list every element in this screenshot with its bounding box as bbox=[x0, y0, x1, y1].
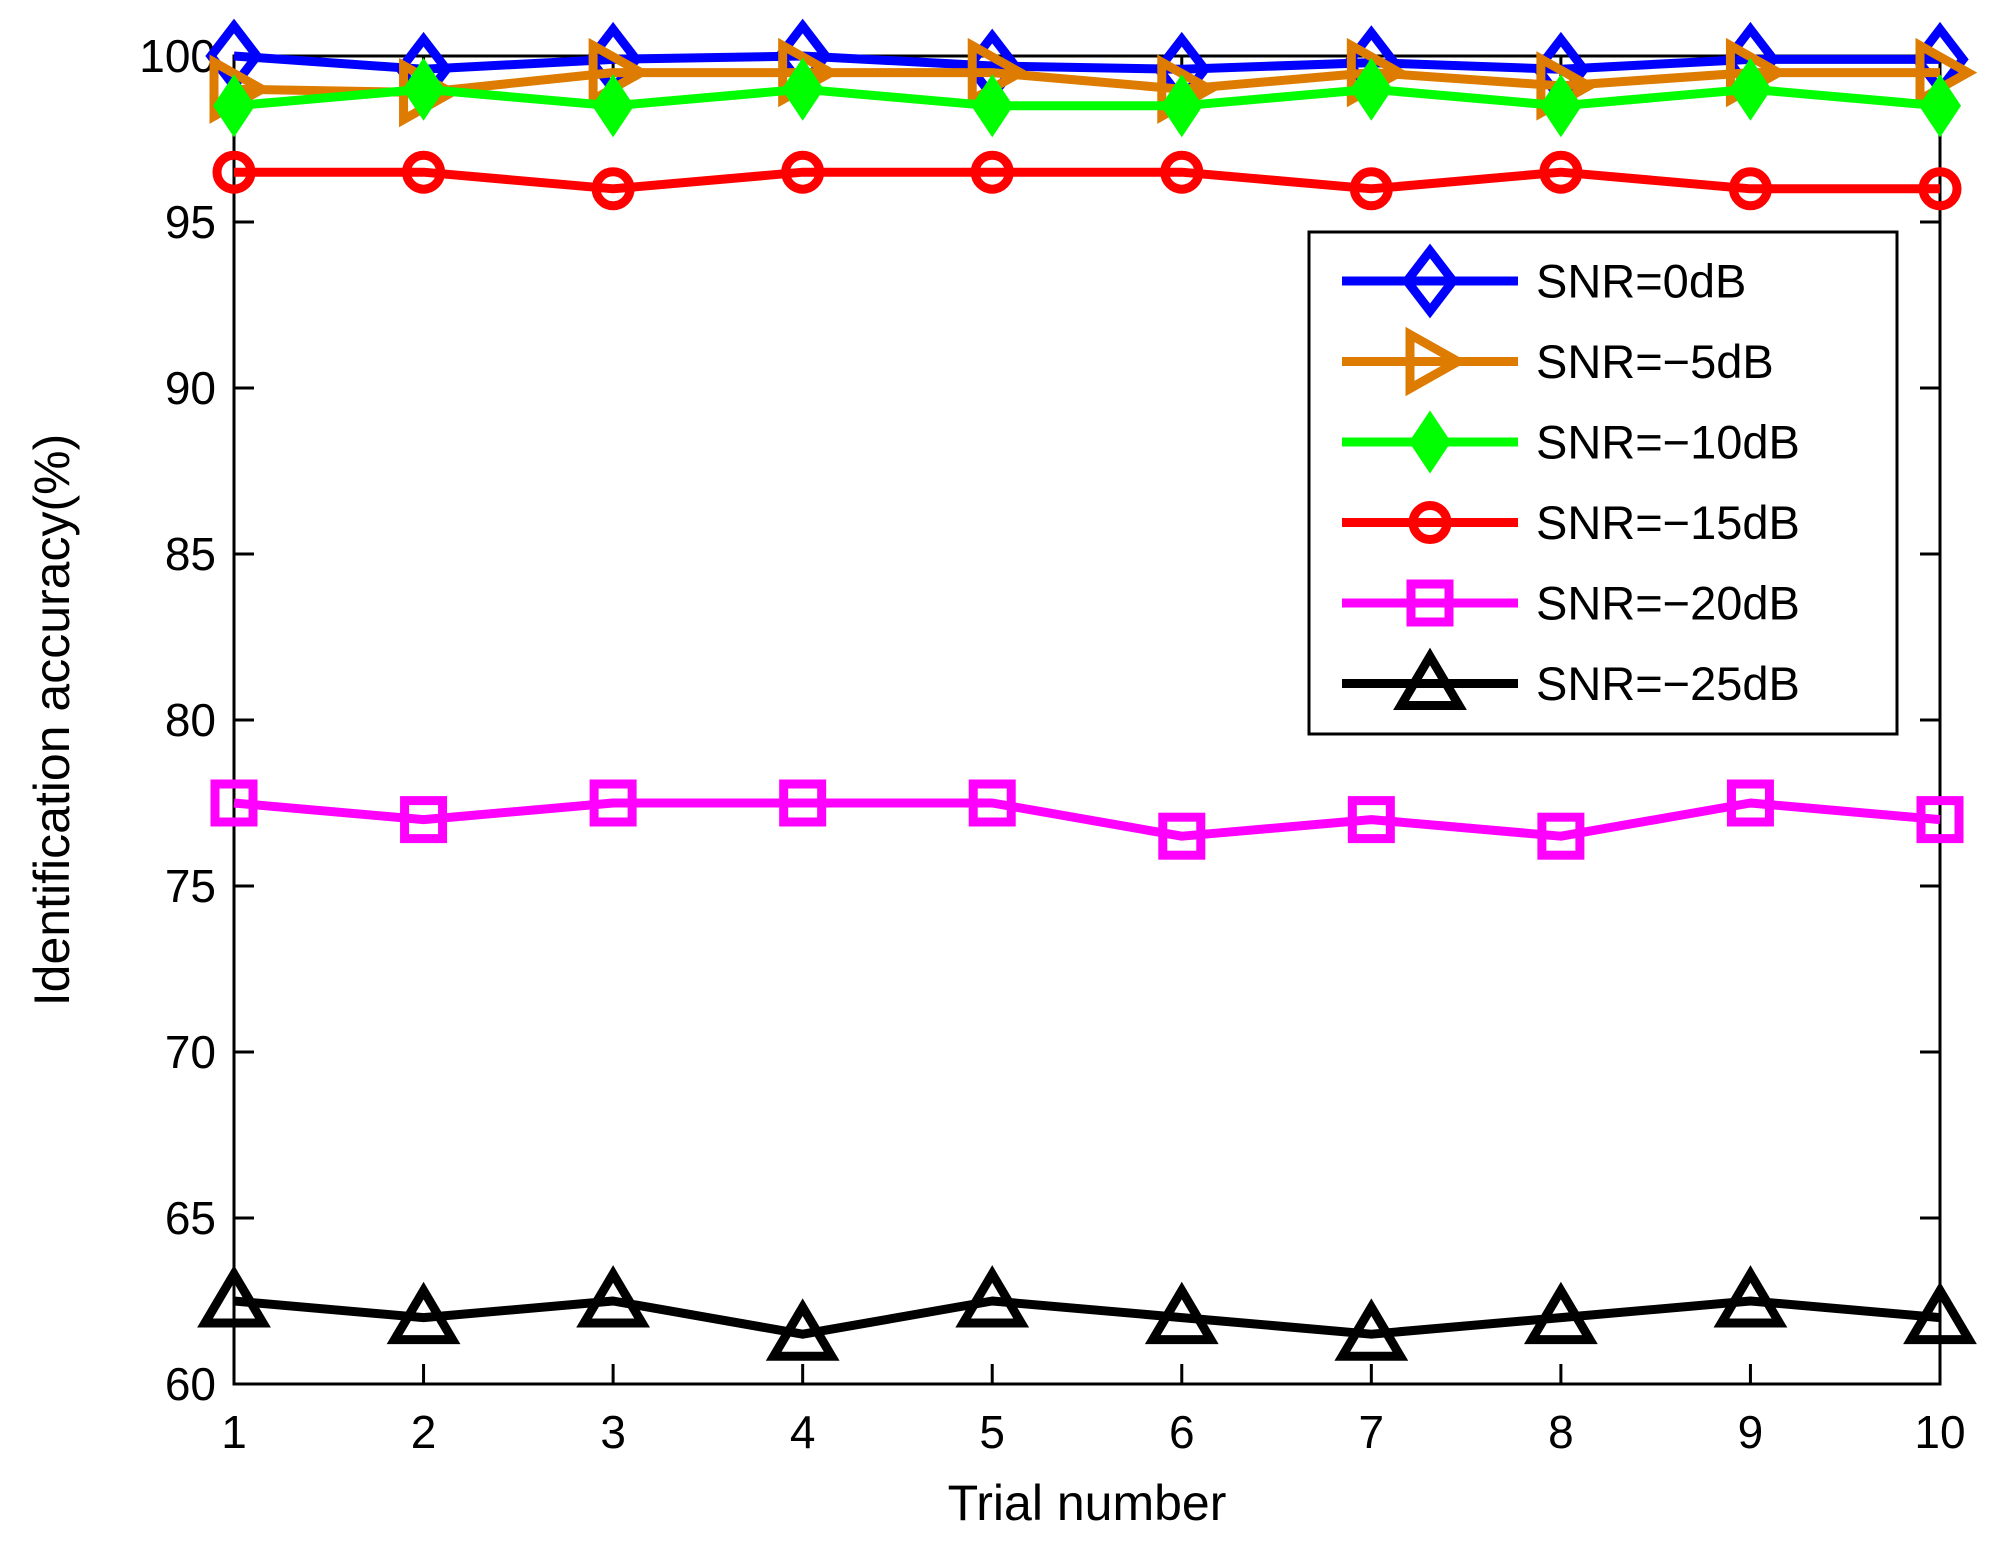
series-marker-SNR=−15dB bbox=[591, 167, 635, 211]
legend-marker-SNR=−5dB bbox=[1405, 326, 1468, 397]
y-tick-label: 100 bbox=[139, 30, 216, 82]
series-marker-SNR=−20dB bbox=[1158, 812, 1206, 860]
y-tick-label: 85 bbox=[165, 528, 216, 580]
y-tick-label: 65 bbox=[165, 1192, 216, 1244]
series-marker-SNR=−15dB bbox=[1918, 167, 1962, 211]
series-marker-SNR=−10dB bbox=[1350, 57, 1393, 121]
series-marker-SNR=−10dB bbox=[971, 74, 1014, 138]
x-tick-label: 5 bbox=[979, 1406, 1005, 1458]
series-marker-SNR=−20dB bbox=[1537, 812, 1585, 860]
series-line-SNR=−5dB bbox=[233, 68, 1940, 98]
series-marker-SNR=−15dB bbox=[1728, 167, 1772, 211]
series-marker-SNR=−20dB bbox=[210, 779, 258, 827]
legend-label: SNR=−15dB bbox=[1536, 496, 1800, 549]
series-marker-SNR=−25dB bbox=[1903, 1281, 1977, 1345]
series-marker-SNR=−25dB bbox=[386, 1281, 461, 1345]
x-tick-label: 10 bbox=[1914, 1406, 1965, 1458]
series-marker-SNR=−10dB bbox=[592, 74, 635, 138]
legend-marker-SNR=−10dB bbox=[1408, 410, 1452, 474]
y-tick-label: 90 bbox=[165, 362, 216, 414]
series-line-SNR=0dB bbox=[233, 51, 1940, 74]
y-tick-label: 75 bbox=[165, 860, 216, 912]
series-marker-SNR=−25dB bbox=[1523, 1281, 1598, 1345]
series-marker-SNR=−20dB bbox=[1726, 779, 1774, 827]
series-marker-SNR=−20dB bbox=[1916, 796, 1964, 844]
legend-label: SNR=−10dB bbox=[1536, 416, 1800, 469]
series-line-SNR=−25dB bbox=[233, 1296, 1941, 1339]
y-tick-label: 95 bbox=[165, 196, 216, 248]
legend-label: SNR=−5dB bbox=[1536, 335, 1774, 388]
legend-label: SNR=0dB bbox=[1536, 255, 1746, 308]
series-marker-SNR=−20dB bbox=[1347, 796, 1395, 844]
x-tick-label: 8 bbox=[1548, 1406, 1574, 1458]
series-line-SNR=−20dB bbox=[233, 798, 1941, 841]
series-marker-SNR=−20dB bbox=[968, 779, 1016, 827]
series-marker-SNR=−15dB bbox=[781, 150, 825, 194]
series-marker-SNR=−10dB bbox=[1539, 74, 1582, 138]
legend-box bbox=[1307, 230, 1899, 736]
series-marker-SNR=−15dB bbox=[212, 150, 256, 194]
series-marker-SNR=−10dB bbox=[1918, 74, 1962, 138]
series-marker-SNR=−20dB bbox=[779, 779, 827, 827]
series-marker-SNR=−25dB bbox=[765, 1298, 840, 1361]
x-tick-label: 4 bbox=[790, 1406, 816, 1458]
y-tick-label: 80 bbox=[165, 694, 216, 746]
series-marker-SNR=−10dB bbox=[1729, 57, 1772, 121]
series-marker-SNR=−20dB bbox=[400, 796, 448, 844]
series-marker-SNR=−25dB bbox=[197, 1265, 271, 1328]
series-line-SNR=−10dB bbox=[233, 84, 1941, 111]
x-axis-title: Trial number bbox=[947, 1475, 1227, 1531]
legend-marker-SNR=0dB bbox=[1401, 243, 1459, 319]
series-marker-SNR=−25dB bbox=[1334, 1298, 1409, 1361]
series-marker-SNR=−15dB bbox=[970, 150, 1014, 194]
y-tick-label: 70 bbox=[165, 1026, 216, 1078]
series-marker-SNR=−20dB bbox=[589, 779, 637, 827]
legend-label: SNR=−25dB bbox=[1536, 657, 1800, 710]
legend-label: SNR=−20dB bbox=[1536, 577, 1800, 630]
series-marker-SNR=−10dB bbox=[212, 74, 256, 138]
series-marker-SNR=−10dB bbox=[781, 57, 824, 121]
series-marker-SNR=−15dB bbox=[402, 150, 446, 194]
legend-marker-SNR=−25dB bbox=[1393, 647, 1467, 710]
series-marker-SNR=−15dB bbox=[1349, 167, 1393, 211]
legend-marker-SNR=−20dB bbox=[1406, 579, 1454, 627]
legend-marker-SNR=−15dB bbox=[1408, 501, 1452, 544]
series-marker-SNR=−25dB bbox=[1144, 1281, 1219, 1345]
x-tick-label: 9 bbox=[1738, 1406, 1764, 1458]
series-marker-SNR=−25dB bbox=[955, 1265, 1030, 1328]
series-line-SNR=−15dB bbox=[234, 167, 1940, 194]
y-axis-title: Identification accuracy(%) bbox=[24, 433, 80, 1007]
x-tick-label: 3 bbox=[600, 1406, 626, 1458]
x-tick-label: 6 bbox=[1169, 1406, 1195, 1458]
x-tick-label: 1 bbox=[221, 1406, 247, 1458]
x-tick-label: 2 bbox=[411, 1406, 437, 1458]
y-tick-label: 60 bbox=[165, 1358, 216, 1410]
series-marker-SNR=−10dB bbox=[402, 57, 445, 121]
series-marker-SNR=−10dB bbox=[1160, 74, 1203, 138]
series-marker-SNR=−15dB bbox=[1539, 150, 1583, 194]
series-marker-SNR=−25dB bbox=[576, 1265, 651, 1328]
series-marker-SNR=−25dB bbox=[1713, 1265, 1788, 1328]
series-marker-SNR=−15dB bbox=[1160, 150, 1204, 194]
x-tick-label: 7 bbox=[1359, 1406, 1385, 1458]
